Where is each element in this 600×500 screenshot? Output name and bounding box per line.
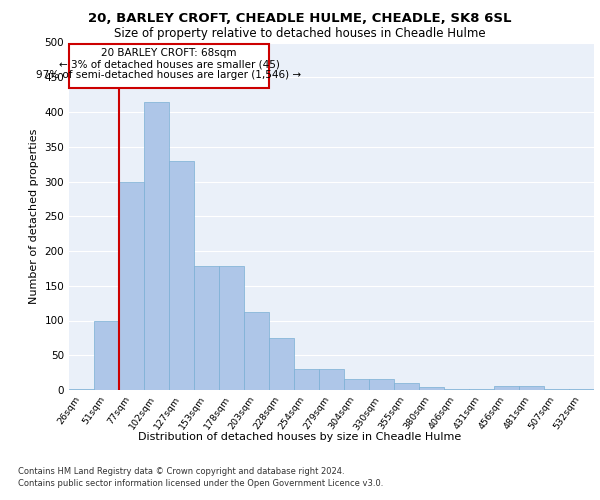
Bar bbox=[144, 102, 169, 390]
Bar bbox=[344, 379, 369, 390]
Text: 20 BARLEY CROFT: 68sqm: 20 BARLEY CROFT: 68sqm bbox=[101, 48, 237, 58]
Bar bbox=[419, 387, 444, 390]
Bar bbox=[119, 182, 144, 390]
Text: Contains HM Land Registry data © Crown copyright and database right 2024.: Contains HM Land Registry data © Crown c… bbox=[18, 468, 344, 476]
Bar bbox=[519, 386, 544, 390]
Bar bbox=[569, 388, 594, 390]
Text: 20, BARLEY CROFT, CHEADLE HULME, CHEADLE, SK8 6SL: 20, BARLEY CROFT, CHEADLE HULME, CHEADLE… bbox=[88, 12, 512, 26]
Bar bbox=[244, 312, 269, 390]
Text: Contains public sector information licensed under the Open Government Licence v3: Contains public sector information licen… bbox=[18, 479, 383, 488]
Y-axis label: Number of detached properties: Number of detached properties bbox=[29, 128, 39, 304]
Bar bbox=[194, 266, 219, 390]
Bar bbox=[169, 160, 194, 390]
Bar bbox=[94, 320, 119, 390]
Bar bbox=[219, 266, 244, 390]
Text: 97% of semi-detached houses are larger (1,546) →: 97% of semi-detached houses are larger (… bbox=[37, 70, 302, 81]
Bar bbox=[269, 338, 294, 390]
Bar bbox=[469, 388, 494, 390]
Bar bbox=[69, 388, 94, 390]
Bar bbox=[319, 369, 344, 390]
Bar bbox=[294, 369, 319, 390]
Bar bbox=[544, 388, 569, 390]
Bar bbox=[444, 388, 469, 390]
Bar bbox=[369, 379, 394, 390]
Text: Distribution of detached houses by size in Cheadle Hulme: Distribution of detached houses by size … bbox=[139, 432, 461, 442]
Text: ← 3% of detached houses are smaller (45): ← 3% of detached houses are smaller (45) bbox=[59, 59, 280, 69]
Bar bbox=[494, 386, 519, 390]
Bar bbox=[394, 383, 419, 390]
Text: Size of property relative to detached houses in Cheadle Hulme: Size of property relative to detached ho… bbox=[114, 28, 486, 40]
FancyBboxPatch shape bbox=[69, 44, 269, 88]
